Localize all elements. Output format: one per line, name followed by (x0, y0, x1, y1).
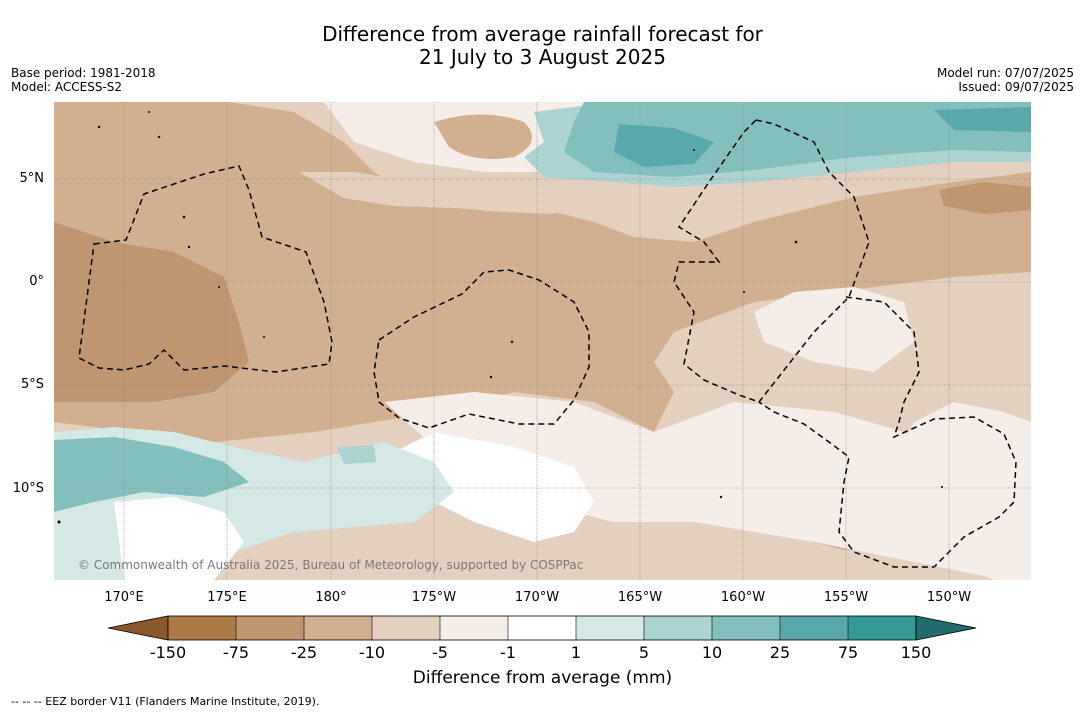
meta-right: Model run: 07/07/2025 Issued: 09/07/2025 (937, 66, 1074, 94)
eez-border-2 (373, 269, 590, 429)
eez-borders (78, 119, 1017, 568)
colorbar-bin-2 (236, 616, 304, 640)
eez-border-1 (78, 165, 333, 373)
no-change-area (374, 432, 594, 542)
eez-border-4 (758, 296, 1017, 568)
colorbar-tick-1: 1 (570, 643, 582, 662)
lon-label-180: 180° (315, 590, 347, 605)
wet-core-northeast (614, 124, 714, 167)
eez-footnote: -- -- -- EEZ border V11 (Flanders Marine… (11, 695, 320, 708)
meta-left: Base period: 1981-2018 Model: ACCESS-S2 (11, 66, 156, 94)
near-normal-southeast (874, 402, 1031, 580)
colorbar-tick-5: 5 (638, 643, 650, 662)
colorbar-tick-neg10: -10 (358, 643, 386, 662)
lon-label-170w: 170°W (514, 590, 560, 605)
lat-label-5s: 5°S (20, 377, 44, 392)
issued-text: Issued: 09/07/2025 (958, 80, 1074, 94)
lon-label-160w: 160°W (720, 590, 766, 605)
dry-core-west (54, 222, 249, 402)
rainfall-map: © Commonwealth of Australia 2025, Bureau… (54, 102, 1031, 580)
colorbar-tick-neg75: -75 (222, 643, 250, 662)
rainfall-map-svg: © Commonwealth of Australia 2025, Bureau… (54, 102, 1031, 580)
lon-label-150w: 150°W (926, 590, 972, 605)
model-text: Model: ACCESS-S2 (11, 80, 123, 94)
copyright-text: © Commonwealth of Australia 2025, Bureau… (78, 558, 583, 572)
lon-label-175w: 175°W (411, 590, 457, 605)
map-gridlines (54, 102, 1031, 580)
near-normal-band-north (299, 172, 574, 214)
colorbar-tick-10: 10 (701, 643, 723, 662)
lat-label-5n: 5°N (19, 171, 45, 186)
colorbar-tick-neg5: -5 (432, 643, 448, 662)
colorbar-bin-1 (168, 616, 236, 640)
colorbar-tick-25: 25 (769, 643, 791, 662)
dry-core-east (939, 182, 1031, 214)
colorbar-tick-75: 75 (837, 643, 859, 662)
colorbar-dividers (235, 616, 849, 640)
eez-border-3 (673, 119, 870, 403)
colorbar-bin-3 (304, 616, 372, 640)
map-title-line-2: 21 July to 3 August 2025 (419, 45, 666, 69)
near-normal-south (384, 392, 1031, 580)
colorbar-tick-150: 150 (900, 643, 932, 662)
colorbar-bin-4 (372, 616, 440, 640)
lon-label-170e: 170°E (104, 590, 144, 605)
map-title-line-1: Difference from average rainfall forecas… (322, 22, 763, 46)
wet-core-east (934, 107, 1031, 132)
lat-label-0: 0° (29, 274, 44, 289)
colorbar-over-arrow (915, 615, 977, 641)
colorbar-bin-8 (644, 616, 712, 640)
colorbar-bin-9 (712, 616, 780, 640)
lon-label-175e: 175°E (207, 590, 247, 605)
island-markers (57, 111, 943, 524)
model-run-text: Model run: 07/07/2025 (936, 66, 1074, 80)
near-normal-east (754, 287, 914, 372)
lat-label-10s: 10°S (12, 481, 44, 496)
lon-label-165w: 165°W (617, 590, 663, 605)
base-period-text: Base period: 1981-2018 (11, 66, 156, 80)
no-change-southwest (114, 497, 244, 580)
colorbar-tick-neg25: -25 (290, 643, 318, 662)
lon-label-155w: 155°W (823, 590, 869, 605)
colorbar-tick-neg150: -150 (149, 643, 187, 662)
colorbar-bin-11 (848, 616, 916, 640)
colorbar-under-arrow (107, 615, 169, 641)
colorbar-outline (167, 615, 917, 641)
colorbar-title: Difference from average (mm) (412, 668, 673, 688)
colorbar-bin-6 (508, 616, 576, 640)
colorbar-bin-10 (780, 616, 848, 640)
colorbar (107, 615, 977, 641)
colorbar-bin-5 (440, 616, 508, 640)
wet-patch-central (337, 445, 376, 464)
wet-region-southwest (54, 437, 249, 512)
dry-bubble-north (434, 114, 532, 160)
colorbar-bin-7 (576, 616, 644, 640)
colorbar-tick-neg1: -1 (500, 643, 516, 662)
